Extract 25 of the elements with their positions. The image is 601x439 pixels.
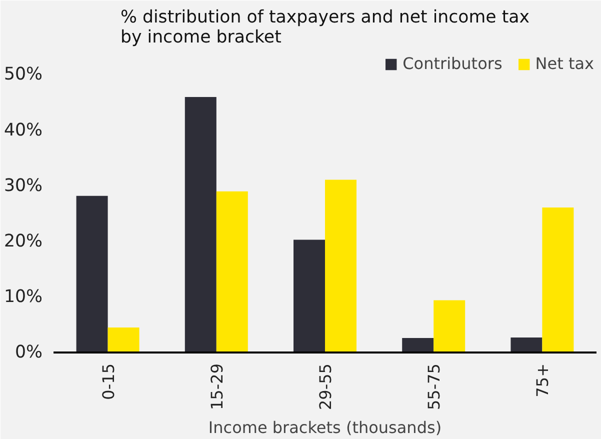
x-axis-title: Income brackets (thousands) <box>208 418 442 437</box>
y-tick-label: 50% <box>4 64 42 85</box>
bar <box>542 208 574 352</box>
y-tick-label: 0% <box>15 342 43 362</box>
legend-label: Contributors <box>402 54 502 73</box>
x-tick-label: 29-55 <box>316 363 335 410</box>
y-tick-label: 40% <box>4 120 42 140</box>
x-tick-label: 15-29 <box>207 363 226 410</box>
legend-label: Net tax <box>535 54 594 73</box>
x-tick-label: 55-75 <box>424 363 444 410</box>
bar <box>108 328 140 352</box>
y-tick-label: 10% <box>4 286 42 307</box>
chart-title: % distribution of taxpayers and net income tax by income bracket <box>120 8 530 48</box>
bar <box>510 338 542 352</box>
bar <box>402 338 434 352</box>
y-tick-label: 20% <box>4 231 42 252</box>
y-tick-label: 30% <box>4 176 42 196</box>
bar <box>216 191 248 352</box>
bar <box>184 96 216 352</box>
bar <box>325 180 356 352</box>
bar <box>294 240 325 352</box>
bar <box>76 196 108 352</box>
x-tick-label: 0-15 <box>98 364 118 400</box>
bar <box>434 300 466 352</box>
x-tick-label: 75+ <box>533 364 552 398</box>
